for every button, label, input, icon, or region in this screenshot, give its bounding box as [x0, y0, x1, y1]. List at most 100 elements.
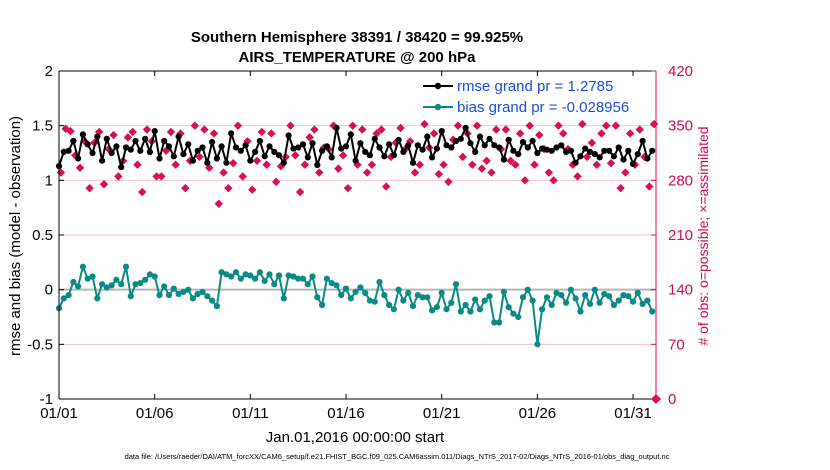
bias-point	[209, 297, 216, 304]
y-tick-label: 0	[45, 282, 53, 299]
obs-zero-marker	[651, 394, 661, 404]
bias-point	[338, 292, 345, 299]
bias-point	[362, 289, 369, 296]
rmse-point	[199, 144, 206, 151]
x-tick-label: 01/11	[232, 405, 268, 422]
obs-count-marker	[554, 121, 563, 130]
obs-count-marker	[367, 160, 377, 169]
rmse-point	[606, 147, 613, 154]
obs-count-marker	[602, 121, 611, 130]
bias-point	[390, 306, 397, 313]
rmse-point	[366, 152, 373, 159]
rmse-point	[620, 156, 627, 163]
bias-point	[601, 290, 608, 298]
bias-point	[586, 300, 594, 307]
rmse-point	[558, 142, 565, 149]
rmse-point	[180, 151, 187, 158]
bias-point	[185, 286, 192, 293]
bias-point	[223, 271, 230, 278]
obs-count-marker	[535, 130, 544, 140]
rmse-point	[65, 147, 72, 154]
bias-point	[534, 341, 541, 348]
bias-point	[357, 284, 364, 291]
bias-point	[467, 308, 474, 315]
obs-count-marker	[166, 127, 176, 137]
rmse-point	[486, 135, 493, 142]
y-tick-label: -1	[40, 391, 53, 408]
obs-count-marker	[123, 133, 133, 142]
bias-point	[529, 297, 536, 304]
legend-bias-label: bias grand pr = -0.028956	[457, 99, 629, 116]
bias-point	[84, 275, 91, 282]
rmse-point	[175, 133, 182, 140]
bias-point	[639, 300, 646, 307]
bias-point	[433, 304, 440, 311]
rmse-point	[328, 154, 335, 161]
bias-point	[275, 272, 283, 279]
rmse-point	[534, 149, 541, 157]
rmse-point	[539, 145, 546, 152]
data-file-footnote: data file: /Users/raeder/DAI/ATM_forcXX/…	[125, 452, 670, 461]
bias-point	[567, 286, 575, 293]
obs-count-marker	[420, 119, 429, 129]
bias-point	[75, 283, 82, 290]
rmse-point	[644, 155, 651, 162]
bias-point	[563, 299, 570, 306]
bias-point	[242, 271, 249, 278]
rmse-point	[290, 145, 297, 152]
obs-count-marker	[75, 163, 85, 173]
bias-point	[476, 306, 484, 313]
bias-point	[137, 280, 144, 287]
rmse-point	[342, 143, 350, 150]
obs-count-marker	[248, 185, 257, 194]
y-tick-label: 1	[45, 172, 53, 189]
rmse-point	[94, 133, 101, 140]
bias-point	[304, 281, 311, 288]
bias-point	[299, 275, 307, 282]
rmse-point	[333, 124, 340, 131]
bias-point	[438, 289, 445, 296]
rmse-point	[472, 148, 479, 155]
obs-count-marker	[152, 172, 161, 181]
rmse-point	[515, 151, 522, 158]
bias-point	[577, 308, 584, 315]
bias-point	[572, 295, 579, 302]
obs-count-marker	[310, 125, 319, 134]
rmse-point	[204, 159, 211, 166]
obs-count-marker	[578, 119, 587, 129]
bias-point	[424, 294, 431, 301]
legend-bias-marker	[434, 103, 442, 111]
rmse-point	[295, 144, 302, 151]
bias-point	[548, 301, 555, 309]
obs-count-marker	[434, 169, 444, 179]
bias-point	[457, 308, 464, 315]
obs-count-marker	[439, 160, 448, 169]
x-tick-label: 01/31	[614, 405, 652, 422]
rmse-point	[452, 137, 460, 145]
bias-point	[151, 273, 158, 280]
obs-count-marker	[224, 183, 233, 193]
obs-count-marker	[592, 160, 601, 169]
bias-point	[309, 273, 316, 280]
rmse-point	[309, 140, 316, 147]
obs-count-marker	[606, 158, 616, 168]
rmse-point	[223, 159, 230, 166]
rmse-point	[132, 137, 139, 145]
obs-count-marker	[530, 160, 539, 169]
rmse-point	[319, 147, 326, 154]
bias-point	[515, 313, 522, 321]
x-axis-label: Jan.01,2016 00:00:00 start	[266, 429, 445, 446]
rmse-point	[232, 144, 240, 151]
bias-point	[99, 281, 106, 288]
rmse-point	[347, 131, 354, 138]
bias-point	[213, 303, 220, 310]
obs-count-marker	[429, 129, 439, 138]
obs-count-marker	[286, 121, 295, 130]
rmse-point	[548, 147, 555, 154]
bias-point	[448, 299, 455, 306]
obs-count-marker	[343, 183, 353, 193]
rmse-point	[252, 148, 259, 155]
rmse-point	[70, 137, 77, 145]
bias-point	[371, 298, 378, 305]
rmse-point	[429, 154, 436, 161]
